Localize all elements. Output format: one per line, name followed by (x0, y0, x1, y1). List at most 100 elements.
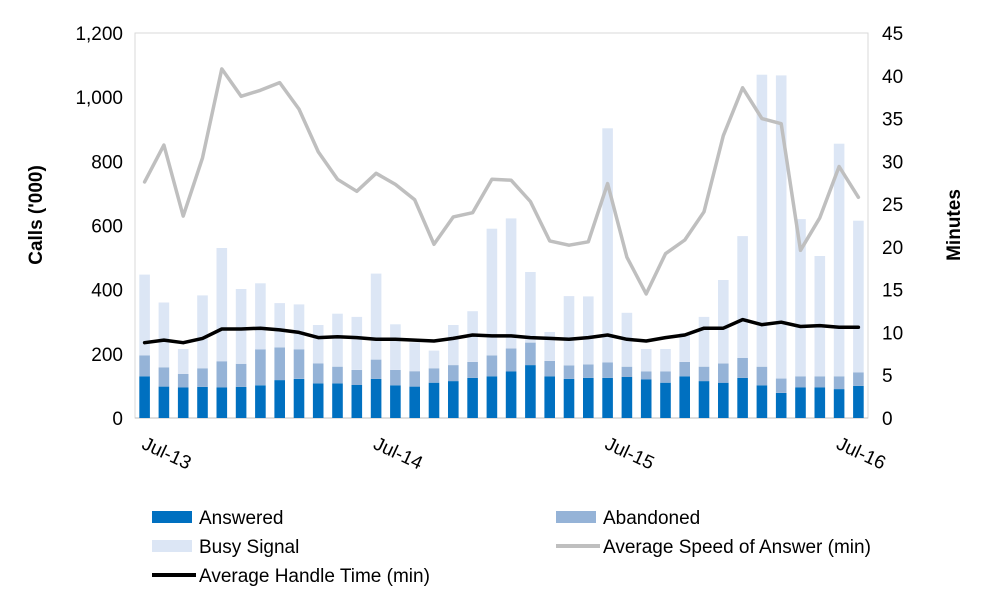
bar-abandoned-0 (139, 355, 150, 377)
bar-series (139, 74, 864, 418)
bar-busy-signal-30 (718, 280, 729, 364)
bar-answered-36 (833, 389, 845, 418)
bar-answered-22 (563, 378, 575, 418)
bar-answered-26 (640, 379, 652, 418)
y-tick-label: 800 (91, 152, 123, 173)
bar-busy-signal-32 (756, 74, 768, 367)
y2-tick-label: 45 (882, 24, 903, 45)
legend-label-abandoned: Abandoned (603, 508, 700, 529)
bar-answered-34 (795, 387, 806, 418)
bar-busy-signal-15 (428, 350, 440, 369)
bar-answered-15 (428, 382, 440, 418)
bar-busy-signal-33 (775, 75, 787, 379)
x-axis-ticks: Jul-13 Jul-14 Jul-15 Jul-16 (138, 433, 888, 474)
y2-axis-ticks: 0 5 10 15 20 25 30 35 40 45 (882, 24, 903, 430)
bar-answered-2 (177, 387, 189, 418)
bar-abandoned-27 (660, 371, 671, 383)
bar-abandoned-11 (351, 369, 363, 385)
y2-tick-label: 20 (882, 238, 903, 259)
y-axis-ticks: 0 200 400 600 800 1,000 1,200 (75, 24, 123, 430)
bar-busy-signal-23 (583, 296, 594, 365)
bar-abandoned-17 (467, 361, 478, 378)
bar-answered-1 (158, 386, 170, 418)
bar-busy-signal-36 (833, 143, 845, 377)
bar-abandoned-35 (814, 376, 826, 388)
bar-answered-20 (525, 365, 536, 418)
bar-answered-32 (756, 385, 768, 418)
bar-busy-signal-34 (795, 219, 806, 377)
bar-abandoned-2 (177, 374, 189, 388)
bar-busy-signal-10 (332, 313, 343, 367)
bar-answered-25 (621, 376, 633, 418)
bar-busy-signal-18 (486, 228, 498, 356)
bar-answered-29 (698, 381, 710, 418)
y2-tick-label: 30 (882, 152, 903, 173)
legend-swatch-busy-signal (152, 540, 192, 552)
bar-answered-37 (853, 385, 864, 418)
bar-abandoned-1 (158, 367, 170, 387)
bar-busy-signal-2 (177, 349, 189, 374)
bar-busy-signal-1 (158, 302, 170, 368)
bar-answered-5 (235, 386, 247, 418)
bar-answered-35 (814, 387, 826, 418)
bar-abandoned-25 (621, 366, 633, 377)
bar-answered-16 (448, 381, 459, 418)
y-tick-label: 1,000 (75, 88, 123, 109)
bar-answered-7 (274, 380, 285, 418)
bar-abandoned-14 (409, 371, 420, 387)
bar-abandoned-16 (448, 365, 459, 382)
bar-busy-signal-4 (216, 248, 228, 362)
bar-busy-signal-8 (293, 304, 305, 350)
y-tick-label: 400 (91, 281, 123, 302)
line-series (142, 67, 861, 345)
bar-abandoned-3 (197, 368, 208, 387)
y2-tick-label: 5 (882, 366, 893, 387)
bar-abandoned-28 (679, 361, 690, 377)
bar-answered-6 (255, 385, 266, 418)
bar-abandoned-21 (544, 360, 555, 377)
bar-abandoned-34 (795, 376, 806, 388)
legend-label-busy-signal: Busy Signal (199, 537, 299, 558)
bar-abandoned-26 (640, 371, 652, 380)
bar-busy-signal-9 (312, 325, 324, 364)
bar-answered-31 (737, 377, 748, 418)
bar-abandoned-22 (563, 365, 575, 379)
bar-answered-17 (467, 377, 478, 418)
legend-label-answered: Answered (199, 508, 284, 529)
y-axis-title: Calls ('000) (26, 165, 47, 265)
bar-answered-27 (660, 382, 671, 418)
bar-answered-18 (486, 376, 498, 418)
bar-answered-14 (409, 386, 420, 418)
x-tick-label: Jul-16 (833, 433, 889, 474)
bar-busy-signal-35 (814, 256, 826, 377)
y2-tick-label: 25 (882, 195, 903, 216)
bar-abandoned-15 (428, 368, 440, 383)
bar-abandoned-31 (737, 358, 748, 378)
bar-abandoned-5 (235, 363, 247, 387)
y2-tick-label: 15 (882, 281, 903, 302)
bar-answered-10 (332, 383, 343, 418)
bar-busy-signal-22 (563, 296, 575, 366)
bar-busy-signal-27 (660, 349, 671, 372)
bar-busy-signal-0 (139, 274, 150, 356)
bar-answered-12 (370, 378, 382, 418)
bar-abandoned-8 (293, 349, 305, 379)
bar-answered-30 (718, 382, 729, 418)
bar-abandoned-18 (486, 355, 498, 377)
bar-busy-signal-21 (544, 332, 555, 361)
bar-answered-8 (293, 378, 305, 418)
bar-busy-signal-13 (390, 324, 401, 370)
bar-busy-signal-24 (602, 128, 613, 363)
y2-tick-label: 40 (882, 67, 903, 88)
bar-answered-21 (544, 376, 555, 418)
bar-busy-signal-6 (255, 283, 266, 350)
y2-axis-title: Minutes (944, 189, 965, 261)
bar-abandoned-6 (255, 349, 266, 386)
bar-abandoned-29 (698, 366, 710, 382)
bar-answered-4 (216, 387, 228, 418)
y2-tick-label: 10 (882, 323, 903, 344)
bar-abandoned-12 (370, 359, 382, 379)
x-tick-label: Jul-13 (138, 433, 194, 474)
bar-answered-0 (139, 376, 150, 418)
